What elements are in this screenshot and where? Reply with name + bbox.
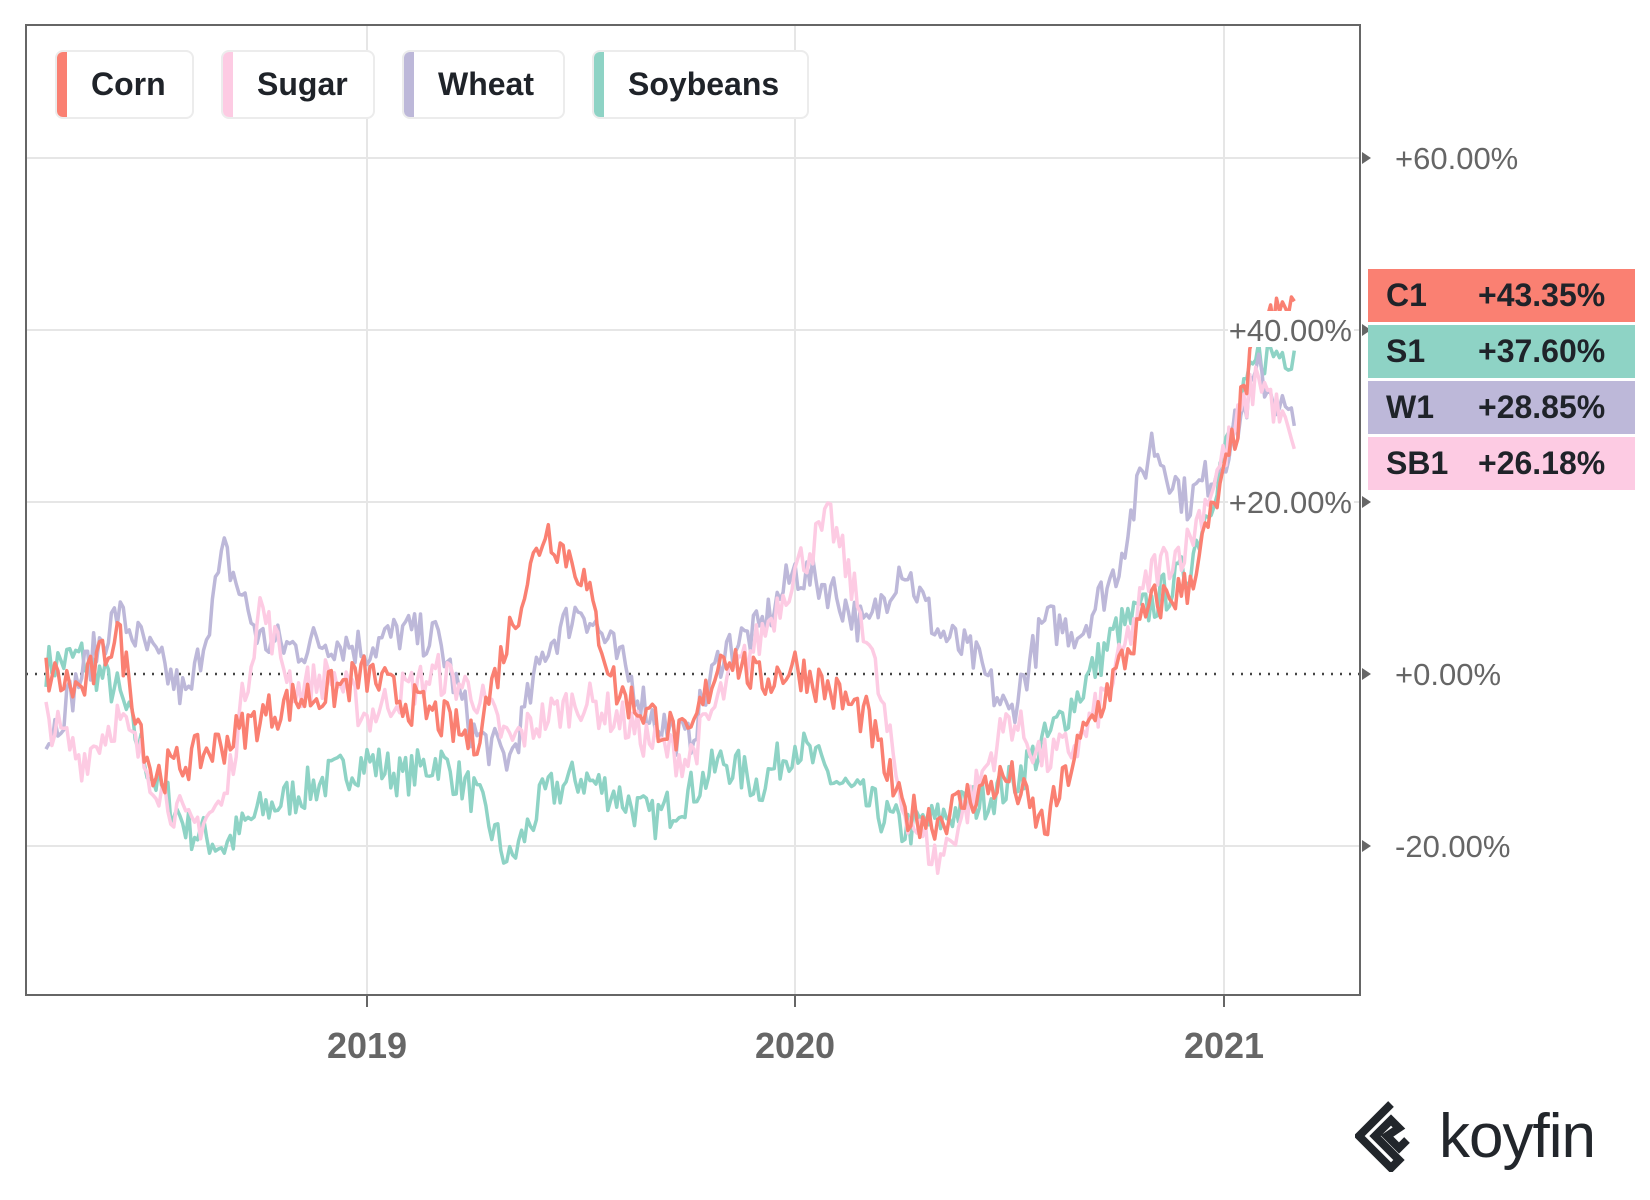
tag-ticker: S1 (1386, 333, 1426, 369)
koyfin-logo: koyfin (1355, 1100, 1596, 1172)
y-tick-mark (1362, 324, 1371, 336)
legend-sugar[interactable]: Sugar (221, 50, 375, 119)
y-tick-mark (1362, 668, 1371, 680)
legend-label: Soybeans (628, 66, 780, 102)
legend-soybeans[interactable]: Soybeans (592, 50, 809, 119)
y-tick-mark (1362, 496, 1371, 508)
y-tick-label-bg (1228, 483, 1354, 519)
y-tick-label: +40.00% (1229, 313, 1352, 348)
series-line-sugar (44, 365, 1296, 876)
tag-value: +37.60% (1478, 333, 1606, 369)
x-tick-label: 2020 (755, 1025, 835, 1066)
last-value-tag-c1: C1 +43.35% (1368, 269, 1635, 322)
tag-ticker: SB1 (1386, 445, 1449, 481)
tag-ticker: W1 (1386, 389, 1434, 425)
y-tick-label-bg (1228, 311, 1354, 347)
legend-label: Wheat (438, 66, 534, 102)
tag-ticker: C1 (1386, 277, 1427, 313)
series-line-soybeans (44, 341, 1297, 865)
last-value-tag-sb1: SB1 +26.18% (1368, 437, 1635, 490)
y-tick-label: +0.00% (1395, 657, 1501, 692)
y-tick-label: -20.00% (1395, 829, 1510, 864)
y-tick-label: +60.00% (1395, 141, 1518, 176)
tag-value: +26.18% (1478, 445, 1606, 481)
tag-value: +43.35% (1478, 277, 1606, 313)
series-line-wheat (44, 352, 1297, 772)
legend-wheat[interactable]: Wheat (402, 50, 565, 119)
koyfin-wordmark: koyfin (1439, 1101, 1596, 1171)
legend-label: Corn (91, 66, 166, 102)
series-line-corn (44, 295, 1296, 841)
plot-frame (25, 24, 1361, 996)
y-tick-label: +20.00% (1229, 485, 1352, 520)
y-tick-mark (1362, 152, 1371, 164)
last-value-tag-s1: S1 +37.60% (1368, 325, 1635, 378)
x-tick-label: 2019 (327, 1025, 407, 1066)
tag-value: +28.85% (1478, 389, 1606, 425)
y-tick-mark (1362, 840, 1371, 852)
koyfin-logo-icon (1355, 1101, 1410, 1172)
legend-label: Sugar (257, 66, 348, 102)
x-tick-label: 2021 (1184, 1025, 1264, 1066)
last-value-tag-w1: W1 +28.85% (1368, 381, 1635, 434)
legend-corn[interactable]: Corn (55, 50, 194, 119)
